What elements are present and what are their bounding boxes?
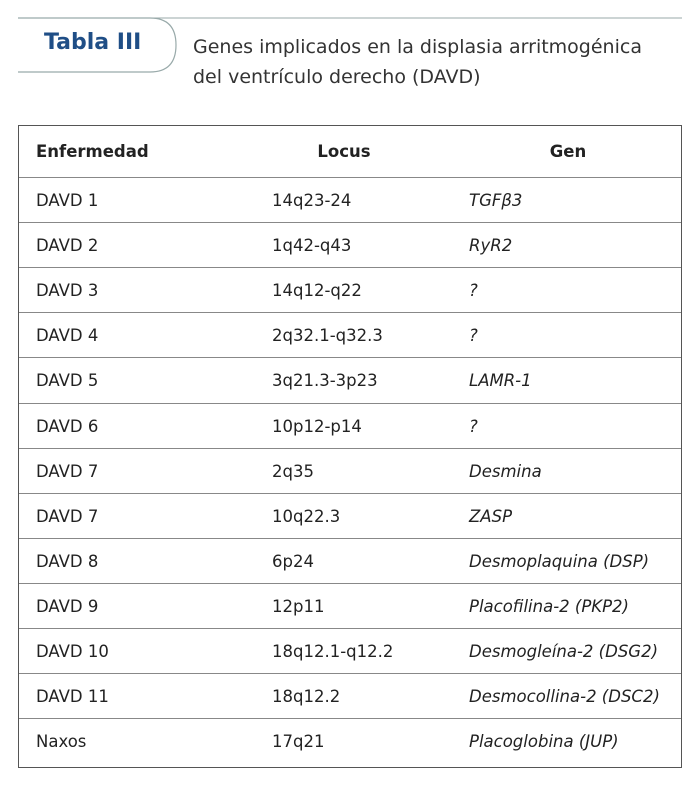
table-row: Naxos 17q21 Placoglobina (JUP) — [19, 718, 681, 764]
table-cell: ? — [469, 416, 478, 436]
table: Enfermedad Locus Gen DAVD 1 14q23-24 TGFβ3 DAV… — [18, 125, 682, 768]
table-row: DAVD 8 6p24 Desmoplaquina (DSP) — [19, 537, 681, 584]
table-cell: DAVD 7 — [36, 506, 99, 526]
table-cell: TGFβ3 — [469, 191, 523, 210]
title-line: Genes implicados en la displasia arritmo… — [193, 36, 642, 58]
table-cell: ? — [469, 326, 478, 346]
table-cell: Desmina — [469, 461, 542, 481]
table-cell: 17q21 — [272, 732, 325, 752]
table-cell: 18q12.2 — [272, 687, 341, 707]
table-cell: 10p12-p14 — [272, 416, 362, 436]
table-cell: ZASP — [469, 506, 513, 526]
table-cell: LAMR-1 — [469, 371, 532, 391]
table-row: DAVD 5 3q21.3-3p23 LAMR-1 — [19, 357, 681, 403]
table-row: DAVD 3 14q12-q22? — [19, 267, 681, 313]
table-cell: DAVD 1 — [36, 191, 99, 210]
label-bracket — [18, 17, 177, 73]
table-cell: 14q12-q22 — [272, 281, 362, 301]
table-row: DAVD 7 10q22.3 ZASP — [19, 492, 681, 539]
column-header: Enfermedad — [36, 142, 149, 161]
header-decoration — [18, 17, 682, 73]
table-cell: ? — [469, 281, 478, 301]
table-cell: Desmoplaquina (DSP) — [469, 551, 650, 571]
table-row: DAVD 6 10p12-p14? — [19, 402, 681, 449]
table-cell: 1q42-q43 — [272, 236, 352, 256]
table-cell: DAVD 2 — [36, 236, 99, 256]
table-cell: DAVD 4 — [36, 326, 99, 346]
table-label: Tabla III — [44, 30, 142, 55]
table-cell: 2q35 — [272, 461, 314, 481]
table-cell: 3q21.3-3p23 — [272, 371, 378, 391]
table-cell: DAVD 5 — [36, 371, 99, 391]
table-cell: Placoglobina (JUP) — [469, 732, 619, 752]
table-cell: 6p24 — [272, 551, 314, 571]
table-cell: DAVD 8 — [36, 551, 99, 571]
table-cell: Naxos — [36, 732, 87, 752]
table-row: DAVD 4 2q32.1-q32.3? — [19, 312, 681, 358]
table-row: DAVD 2 1q42-q43 RyR2 — [19, 222, 681, 268]
table-row: DAVD 1 14q23-24 TGFβ3 — [19, 177, 681, 223]
table-cell: Desmogleína-2 (DSG2) — [469, 642, 659, 661]
table-row: DAVD 9 12p11 Placofilina-2 (PKP2) — [19, 582, 681, 629]
column-header: Gen — [549, 142, 587, 161]
table-row: DAVD 11 18q12.2 Desmocollina-2 (DSC2) — [19, 673, 681, 719]
table-cell: Placofilina-2 (PKP2) — [469, 596, 629, 616]
table-row: DAVD 7 2q35 Desmina — [19, 447, 681, 494]
table-cell: DAVD 7 — [36, 461, 99, 481]
table-cell: DAVD 10 — [36, 642, 109, 661]
table-cell: Desmocollina-2 (DSC2) — [469, 687, 660, 707]
column-header: Locus — [317, 142, 371, 161]
table-cell: 14q23-24 — [272, 191, 352, 210]
table-cell: 12p11 — [272, 596, 325, 616]
table-row: DAVD 10 18q12.1-q12.2 Desmogleína-2 (DSG2) — [19, 628, 681, 674]
table-cell: DAVD 6 — [36, 416, 99, 436]
table-cell: 18q12.1-q12.2 — [272, 642, 394, 661]
table-cell: DAVD 11 — [36, 687, 109, 707]
title-line: del ventrículo derecho (DAVD) — [193, 66, 481, 88]
table-cell: 2q32.1-q32.3 — [272, 326, 383, 346]
table-cell: DAVD 9 — [36, 596, 99, 616]
table-cell: 10q22.3 — [272, 506, 341, 526]
table-cell: DAVD 3 — [36, 281, 99, 301]
header-row: Enfermedad Locus Gen — [19, 126, 681, 177]
table-cell: RyR2 — [469, 236, 513, 256]
